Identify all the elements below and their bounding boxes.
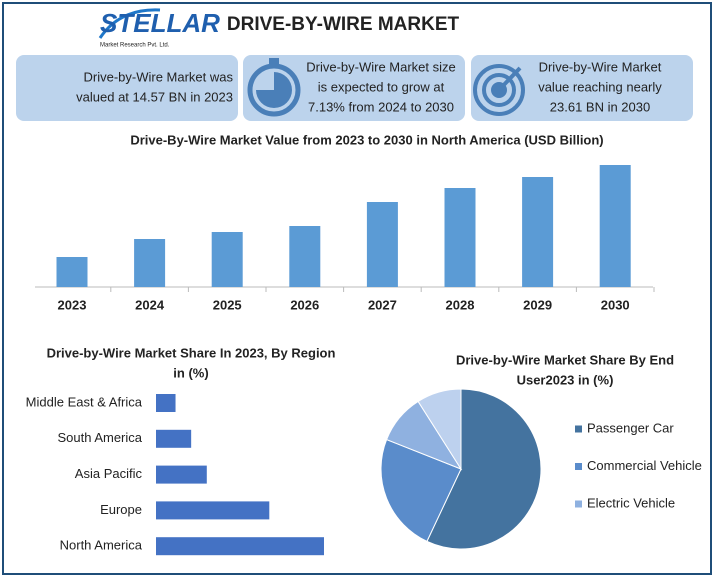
stat-box — [471, 55, 693, 121]
bar — [156, 394, 176, 412]
y-tick-label: Europe — [100, 502, 142, 517]
stat-text: is expected to grow at — [318, 79, 445, 94]
bar — [366, 202, 398, 287]
x-tick-label: 2026 — [290, 297, 319, 312]
y-tick-label: Asia Pacific — [75, 466, 143, 481]
stat-text: Drive-by-Wire Market size — [306, 59, 456, 74]
y-tick-label: North America — [60, 538, 143, 553]
stat-text: Drive-by-Wire Market was — [83, 69, 233, 84]
stat-box — [16, 55, 238, 121]
x-tick-label: 2025 — [213, 297, 242, 312]
x-tick-label: 2029 — [523, 297, 552, 312]
chart-title: User2023 in (%) — [517, 372, 614, 387]
logo: STELLAR — [100, 8, 220, 38]
target-icon — [473, 64, 525, 116]
stat-text: valued at 14.57 BN in 2023 — [76, 89, 233, 104]
stat-box — [243, 55, 465, 121]
y-tick-label: Middle East & Africa — [26, 394, 143, 409]
x-tick-label: 2028 — [446, 297, 475, 312]
pie-slice — [417, 388, 462, 471]
bar — [522, 177, 554, 287]
page-title: DRIVE-BY-WIRE MARKET — [227, 14, 460, 35]
legend-swatch — [575, 463, 582, 470]
y-tick-label: South America — [57, 430, 142, 445]
pie-slice — [426, 388, 542, 550]
pie-slice — [380, 438, 462, 543]
bar — [134, 239, 166, 287]
chart-title: in (%) — [173, 365, 208, 380]
x-tick-label: 2024 — [135, 297, 165, 312]
logo-swoosh — [98, 8, 161, 39]
bar — [156, 537, 324, 556]
chart-title: Drive-by-Wire Market Share In 2023, By R… — [47, 345, 336, 360]
legend-label: Commercial Vehicle — [587, 458, 702, 473]
stat-text: Drive-by-Wire Market — [539, 59, 662, 74]
bar — [444, 188, 476, 287]
chart-title: Drive-by-Wire Market Share By End — [456, 352, 674, 367]
stopwatch-icon — [247, 58, 301, 117]
chart-title: Drive-By-Wire Market Value from 2023 to … — [130, 132, 603, 147]
legend-swatch — [575, 425, 582, 433]
bar — [156, 429, 192, 448]
stat-text: 7.13% from 2024 to 2030 — [308, 99, 454, 114]
bar — [211, 232, 243, 287]
bar — [156, 501, 270, 520]
x-tick-label: 2027 — [368, 297, 397, 312]
stat-text: value reaching nearly — [538, 79, 662, 94]
bar — [156, 465, 207, 484]
bar — [599, 165, 631, 287]
legend-label: Electric Vehicle — [587, 495, 675, 510]
x-tick-label: 2023 — [58, 297, 87, 312]
x-tick-label: 2030 — [601, 297, 630, 312]
logo-sub: Market Research Pvt. Ltd. — [100, 43, 170, 49]
legend-label: Passenger Car — [587, 420, 674, 435]
bar — [289, 226, 321, 287]
bar — [56, 257, 88, 287]
legend-swatch — [575, 500, 582, 508]
stat-text: 23.61 BN in 2030 — [550, 99, 650, 114]
